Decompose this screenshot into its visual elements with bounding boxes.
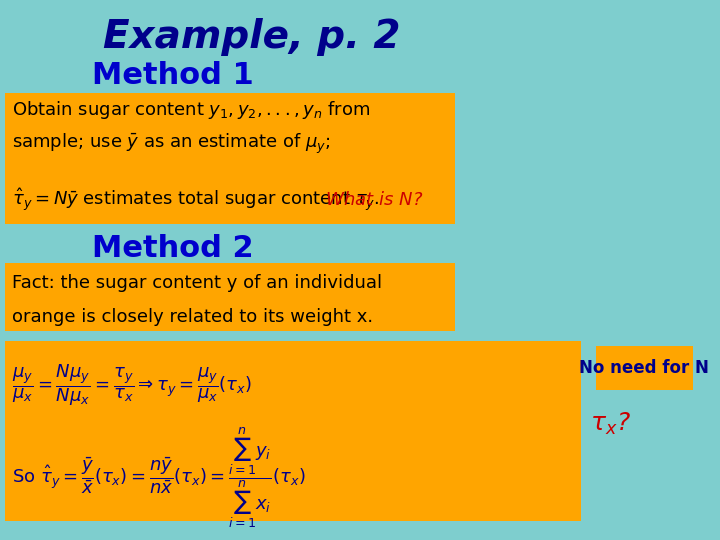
Text: Obtain sugar content $y_1, y_2,...,y_n$ from: Obtain sugar content $y_1, y_2,...,y_n$ … <box>12 99 370 121</box>
FancyBboxPatch shape <box>5 341 582 521</box>
Text: What is $N$?: What is $N$? <box>320 191 423 209</box>
Text: No need for N: No need for N <box>580 359 709 377</box>
Text: $\dfrac{\mu_y}{\mu_x} = \dfrac{N\mu_y}{N\mu_x} = \dfrac{\tau_y}{\tau_x} \Rightar: $\dfrac{\mu_y}{\mu_x} = \dfrac{N\mu_y}{N… <box>12 362 252 408</box>
FancyBboxPatch shape <box>5 263 456 331</box>
FancyBboxPatch shape <box>5 92 456 224</box>
Text: Method 2: Method 2 <box>92 234 253 263</box>
Text: Fact: the sugar content y of an individual: Fact: the sugar content y of an individu… <box>12 274 382 292</box>
Text: sample; use $\bar{y}$ as an estimate of $\mu_y$;: sample; use $\bar{y}$ as an estimate of … <box>12 132 330 156</box>
Text: So $\hat{\tau}_y = \dfrac{\bar{y}}{\bar{x}}(\tau_x) = \dfrac{n\bar{y}}{n\bar{x}}: So $\hat{\tau}_y = \dfrac{\bar{y}}{\bar{… <box>12 425 305 530</box>
FancyBboxPatch shape <box>596 346 693 390</box>
Text: Method 1: Method 1 <box>92 62 254 91</box>
Text: $\tau_x$?: $\tau_x$? <box>590 411 631 437</box>
Text: Example, p. 2: Example, p. 2 <box>103 18 400 56</box>
Text: $\hat{\tau}_y = N\bar{y}$ estimates total sugar content $\tau_y$.: $\hat{\tau}_y = N\bar{y}$ estimates tota… <box>12 186 379 213</box>
Text: orange is closely related to its weight x.: orange is closely related to its weight … <box>12 308 373 326</box>
